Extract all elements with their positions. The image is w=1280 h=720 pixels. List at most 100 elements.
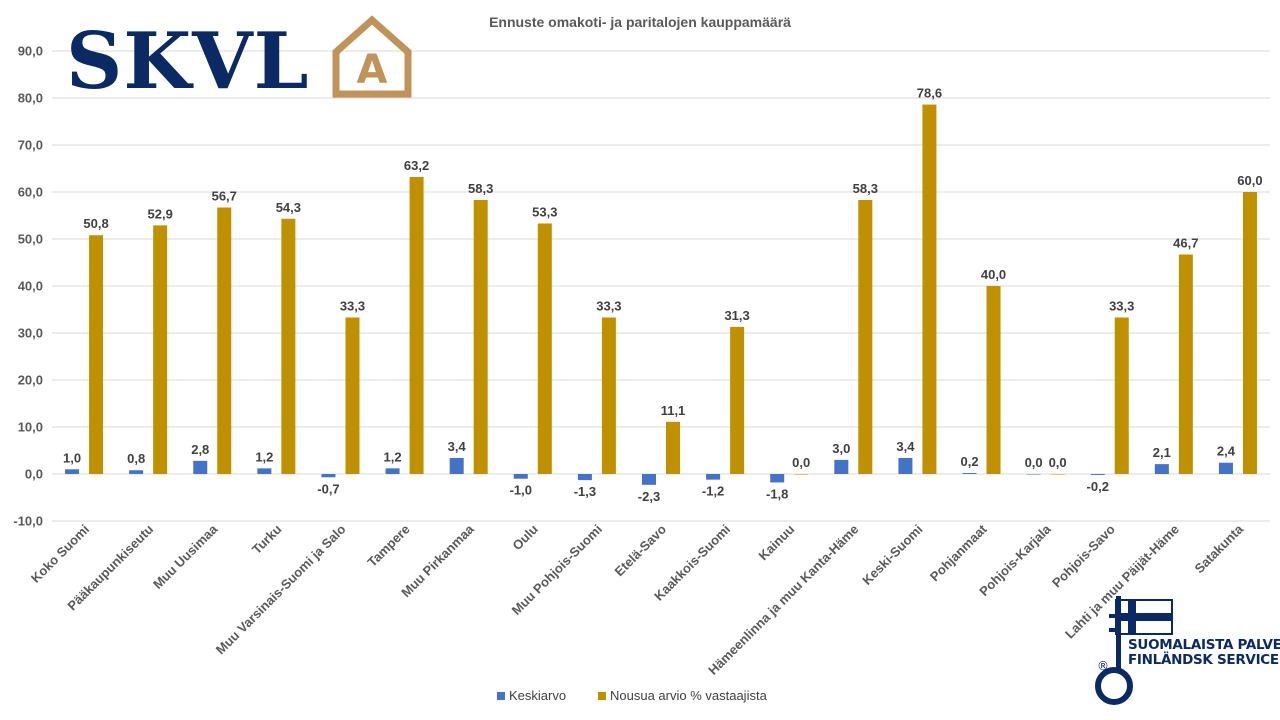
logo-wordmark: SKVL (66, 16, 310, 107)
x-tick-label: Muu Uusimaa (150, 521, 221, 592)
bar-keskiarvo (513, 474, 528, 479)
bar-nousua (153, 225, 168, 474)
data-label: 52,9 (148, 206, 173, 221)
data-label: 0,0 (1025, 455, 1043, 470)
bar-nousua (794, 474, 809, 475)
skvl-logo: SKVL A (62, 10, 422, 110)
bar-nousua (1114, 317, 1129, 474)
bar-nousua (986, 286, 1001, 474)
data-label: 53,3 (532, 204, 557, 219)
badge-line-1: SUOMALAISTA PALVELUA (1128, 637, 1280, 653)
bar-keskiarvo (1090, 474, 1105, 475)
bar-nousua (1178, 254, 1193, 474)
data-label: 1,2 (384, 449, 402, 464)
data-label: 0,8 (127, 451, 145, 466)
y-tick-label: 60,0 (18, 185, 43, 200)
bar-keskiarvo (1026, 474, 1041, 475)
data-label: 3,4 (896, 439, 915, 454)
bar-nousua (922, 104, 937, 474)
x-tick-label: Pohjois-Savo (1049, 521, 1118, 590)
bar-nousua (89, 235, 104, 474)
y-tick-label: 30,0 (18, 326, 43, 341)
data-label: -1,0 (510, 483, 532, 498)
data-label: 56,7 (212, 189, 237, 204)
y-axis-ticks: -10,0 0,0 10,0 20,0 30,0 40,0 50,0 60,0 70,0 80,0… (13, 44, 43, 529)
y-tick-label: -10,0 (13, 514, 43, 529)
data-label: 54,3 (276, 200, 301, 215)
badge-line-2: FINLÄNDSK SERVICE (1128, 652, 1279, 668)
x-tick-label: Satakunta (1192, 521, 1247, 576)
legend-swatch-keskiarvo (497, 692, 505, 700)
bar-keskiarvo (577, 474, 592, 481)
data-label: 58,3 (468, 181, 493, 196)
chart-title: Ennuste omakoti- ja paritalojen kauppamä… (489, 14, 791, 30)
data-label: 33,3 (1109, 298, 1134, 313)
bar-nousua (858, 199, 873, 475)
bar-nousua (601, 317, 616, 474)
data-label: -2,3 (638, 489, 660, 504)
key-flag-icon: ® (1095, 596, 1173, 705)
bar-keskiarvo (706, 474, 721, 480)
data-label: 3,0 (832, 441, 850, 456)
registered-mark: ® (1097, 659, 1109, 673)
bar-keskiarvo (1154, 464, 1169, 474)
x-tick-label: Kainuu (756, 521, 798, 563)
house-a-icon: A (332, 15, 412, 98)
logo-house-letter: A (357, 47, 388, 93)
bar-keskiarvo (385, 468, 400, 474)
bar-keskiarvo (129, 470, 144, 474)
data-label: 40,0 (981, 267, 1006, 282)
bar-keskiarvo (257, 468, 272, 474)
bar-nousua (473, 199, 488, 475)
x-tick-label: Keski-Suomi (859, 522, 925, 588)
data-label: 2,1 (1153, 445, 1171, 460)
bar-keskiarvo (770, 474, 785, 483)
legend: Keskiarvo Nousua arvio % vastaajista (497, 688, 768, 703)
data-label: 58,3 (853, 181, 878, 196)
y-tick-label: 50,0 (18, 232, 43, 247)
bar-nousua (1242, 192, 1257, 474)
legend-label-keskiarvo: Keskiarvo (509, 688, 566, 703)
data-label: 0,0 (1049, 455, 1067, 470)
data-label: 63,2 (404, 158, 429, 173)
bar-nousua (345, 317, 360, 474)
legend-label-nousua: Nousua arvio % vastaajista (610, 688, 768, 703)
bar-keskiarvo (962, 473, 977, 474)
data-label: 31,3 (724, 308, 749, 323)
bar-nousua (730, 326, 745, 474)
x-tick-label: Tampere (364, 522, 412, 570)
x-tick-label: Pohjanmaat (927, 521, 990, 584)
bar-keskiarvo (1218, 462, 1233, 474)
data-label: 2,8 (191, 442, 209, 457)
x-tick-label: Muu Varsinais-Suomi ja Salo (213, 521, 349, 657)
data-label: 50,8 (83, 216, 108, 231)
bars (65, 104, 1257, 485)
data-label: -1,3 (574, 484, 596, 499)
x-tick-label: Oulu (509, 521, 541, 553)
data-label: 33,3 (340, 298, 365, 313)
bar-keskiarvo (834, 459, 849, 474)
legend-swatch-nousua (598, 692, 606, 700)
bar-keskiarvo (65, 469, 80, 474)
data-label: -0,7 (317, 481, 339, 496)
data-label: 33,3 (596, 298, 621, 313)
data-label: 1,2 (255, 449, 273, 464)
data-label: 11,1 (661, 403, 686, 418)
y-tick-label: 70,0 (18, 138, 43, 153)
data-label: 60,0 (1237, 173, 1262, 188)
y-tick-label: 80,0 (18, 91, 43, 106)
x-tick-label: Koko Suomi (28, 522, 92, 586)
y-tick-label: 10,0 (18, 420, 43, 435)
badge-text: SUOMALAISTA PALVELUA FINLÄNDSK SERVICE (1128, 638, 1280, 668)
data-label: -1,2 (702, 484, 724, 499)
bar-nousua (409, 176, 424, 474)
y-tick-label: 90,0 (18, 44, 43, 59)
bar-nousua (537, 223, 552, 474)
y-tick-label: 0,0 (25, 467, 43, 482)
bar-keskiarvo (321, 474, 336, 478)
data-labels: 1,0 50,8 0,8 52,9 2,8 56,7 1,2 54,3 -0,7 33,3 1,2 6… (63, 86, 1263, 504)
bar-nousua (281, 218, 296, 474)
data-label: -1,8 (766, 486, 788, 501)
